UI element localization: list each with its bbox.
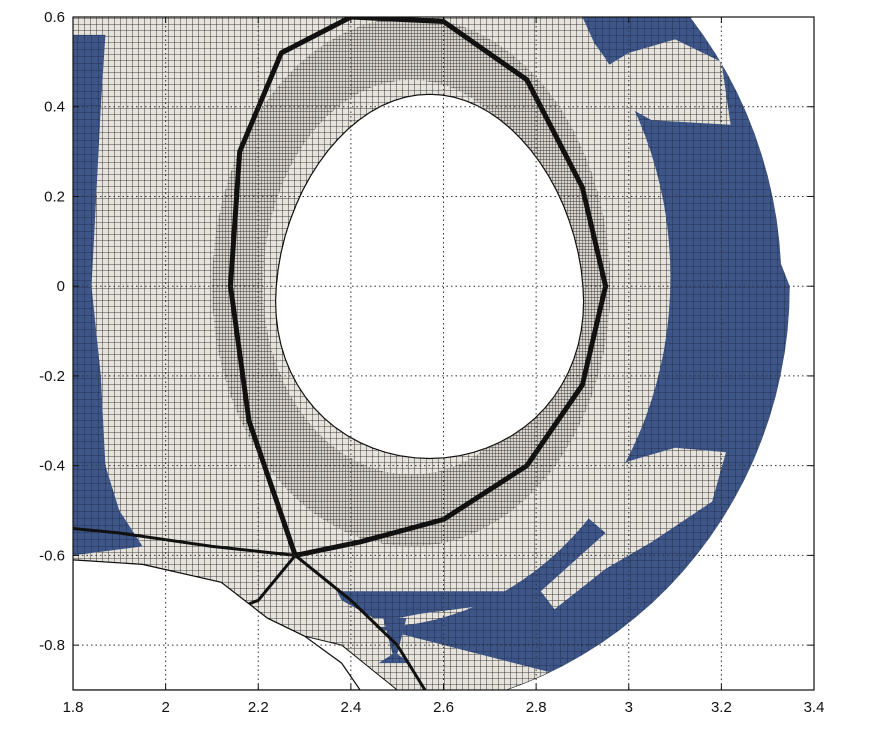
divertor-region-stem xyxy=(378,618,412,664)
y-tick-label: -0.2 xyxy=(39,368,65,385)
inner-region xyxy=(73,34,143,556)
mesh-grid xyxy=(73,17,814,690)
x-tick-label: 2.6 xyxy=(433,699,454,716)
x-tick-label: 1.8 xyxy=(63,699,84,716)
y-tick-label: -0.6 xyxy=(39,547,65,564)
outer-region-patch-top xyxy=(591,39,731,125)
y-tick-label: 0.4 xyxy=(44,99,65,116)
x-tick-label: 3 xyxy=(625,699,633,716)
outer-region-patch-bottom xyxy=(540,447,726,610)
y-tick-label: 0.2 xyxy=(44,188,65,205)
y-axis: -0.8 -0.6 -0.4 -0.2 0 0.2 0.4 0.6 xyxy=(39,9,814,654)
divertor-region xyxy=(337,591,532,619)
grid-lines xyxy=(73,17,814,690)
x-tick-label: 2.8 xyxy=(526,699,547,716)
outer-void xyxy=(506,17,814,690)
y-tick-label: -0.8 xyxy=(39,637,65,654)
x-tick-label: 2.2 xyxy=(248,699,269,716)
x-tick-label: 3.2 xyxy=(711,699,732,716)
y-tick-label: 0 xyxy=(57,278,65,295)
x-tick-label: 2 xyxy=(161,699,169,716)
lower-void xyxy=(73,559,361,690)
x-tick-label: 3.4 xyxy=(804,699,825,716)
separatrix-line xyxy=(294,554,427,690)
outer-region xyxy=(374,17,790,690)
separatrix-line xyxy=(228,17,609,558)
y-tick-label: -0.4 xyxy=(39,458,65,475)
x-axis: 1.8 2 2.2 2.4 2.6 2.8 3 3.2 3.4 xyxy=(63,17,825,716)
x-tick-label: 2.4 xyxy=(340,699,361,716)
y-tick-label: 0.6 xyxy=(44,9,65,26)
